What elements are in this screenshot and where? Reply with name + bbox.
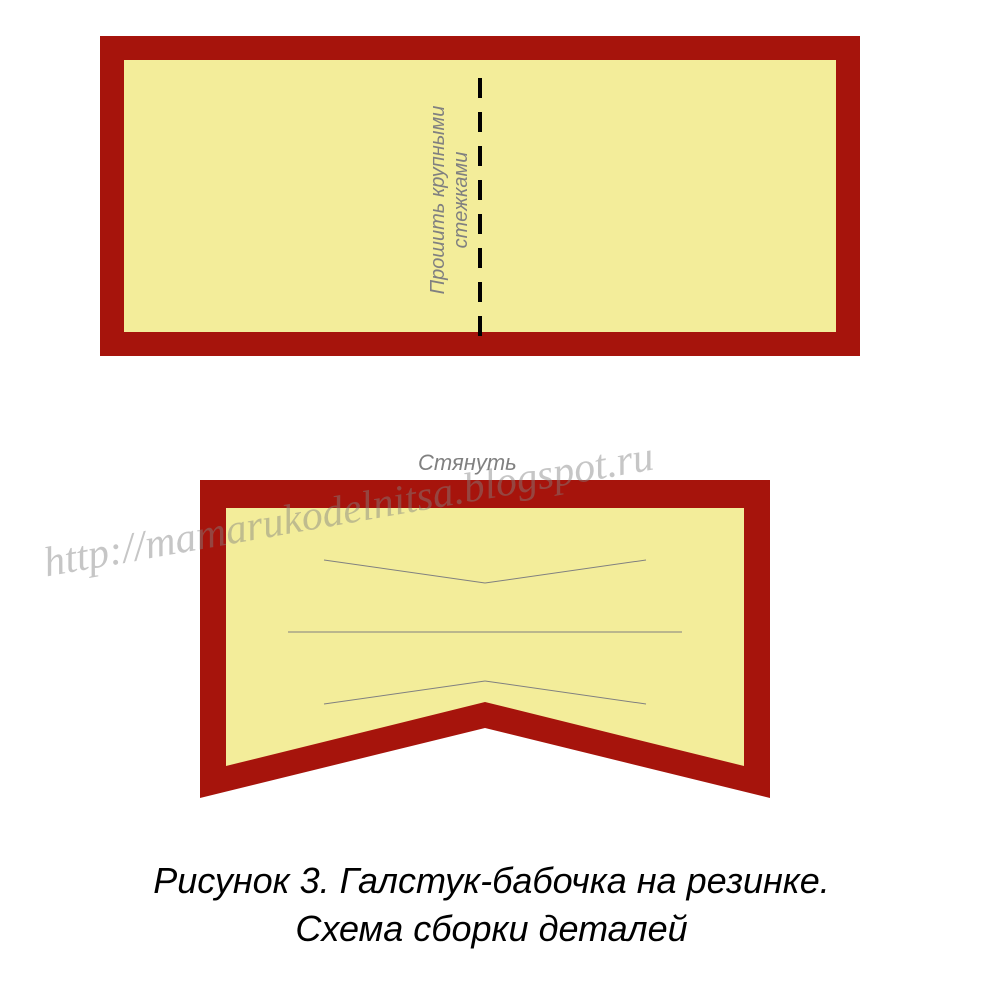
diagram-svg xyxy=(0,0,983,983)
gather-label: Стянуть xyxy=(418,450,517,476)
stitch-label: Прошить крупнымистежками xyxy=(427,106,473,295)
diagram-canvas: Прошить крупнымистежками Стянуть http://… xyxy=(0,0,983,983)
caption-line-2: Схема сборки деталей xyxy=(0,908,983,950)
caption-line-1: Рисунок 3. Галстук-бабочка на резинке. xyxy=(0,860,983,902)
